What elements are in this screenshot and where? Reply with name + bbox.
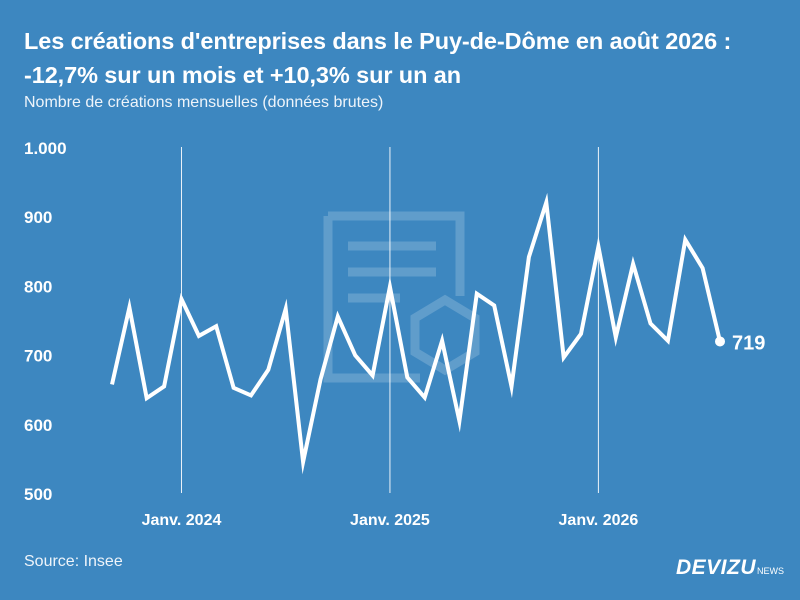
brand-name: DEVIZU xyxy=(676,556,757,579)
y-tick-label: 900 xyxy=(24,208,52,227)
y-tick-label: 800 xyxy=(24,277,52,296)
y-tick-label: 1.000 xyxy=(24,139,67,158)
brand-logo: DEVIZUNEWS xyxy=(676,556,784,580)
y-tick-label: 600 xyxy=(24,416,52,435)
brand-suffix: NEWS xyxy=(757,566,785,576)
x-tick-label: Janv. 2024 xyxy=(142,512,222,529)
x-tick-label: Janv. 2026 xyxy=(559,512,639,529)
series-line xyxy=(110,192,722,475)
y-tick-label: 700 xyxy=(24,347,52,366)
source-label: Source: Insee xyxy=(24,553,123,570)
chart-title: Les créations d'entreprises dans le Puy-… xyxy=(24,28,732,88)
last-value-label: 719 xyxy=(732,332,765,354)
last-point-marker xyxy=(715,336,725,347)
x-tick-label: Janv. 2025 xyxy=(350,512,430,529)
chart-subtitle: Nombre de créations mensuelles (données … xyxy=(24,94,384,111)
y-tick-label: 500 xyxy=(24,485,52,504)
